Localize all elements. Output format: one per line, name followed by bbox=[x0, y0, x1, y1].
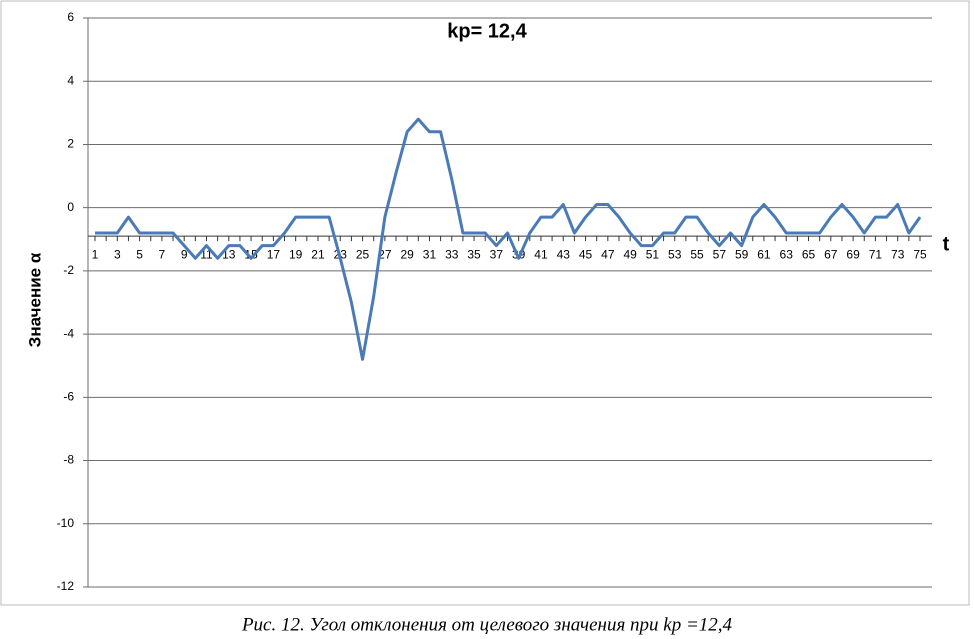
x-tick-label: 51 bbox=[646, 247, 660, 261]
y-tick-label: -12 bbox=[57, 579, 75, 593]
y-tick-label: -6 bbox=[63, 390, 74, 404]
x-tick-label: 31 bbox=[423, 247, 437, 261]
x-tick-label: 69 bbox=[846, 247, 860, 261]
x-tick-label: 73 bbox=[891, 247, 905, 261]
x-tick-label: 67 bbox=[824, 247, 838, 261]
x-tick-label: 65 bbox=[802, 247, 816, 261]
x-tick-label: 1 bbox=[92, 247, 99, 261]
x-tick-label: 33 bbox=[445, 247, 459, 261]
data-line bbox=[95, 117, 922, 361]
x-tick-label: 17 bbox=[267, 247, 281, 261]
y-tick-label: -4 bbox=[63, 326, 74, 340]
x-tick-label: 21 bbox=[311, 247, 325, 261]
x-tick-label: 9 bbox=[181, 247, 188, 261]
y-tick-label: 4 bbox=[67, 73, 74, 87]
y-tick-label: 2 bbox=[67, 137, 74, 151]
x-tick-label: 53 bbox=[668, 247, 682, 261]
x-axis-label: t bbox=[943, 233, 950, 255]
y-axis-label: Значение α bbox=[25, 252, 44, 347]
y-tick-label: 6 bbox=[67, 10, 74, 24]
x-tick-label: 61 bbox=[757, 247, 771, 261]
caption: Рис. 12. Угол отклонения от целевого зна… bbox=[241, 614, 733, 635]
x-tick-label: 7 bbox=[159, 247, 166, 261]
x-tick-label: 35 bbox=[467, 247, 481, 261]
chart-frame bbox=[0, 0, 970, 606]
x-tick-label: 5 bbox=[136, 247, 143, 261]
x-tick-label: 37 bbox=[490, 247, 504, 261]
chart-title: kp= 12,4 bbox=[447, 20, 527, 42]
x-tick-label: 59 bbox=[735, 247, 749, 261]
y-tick-label: -10 bbox=[57, 516, 75, 530]
x-tick-label: 55 bbox=[690, 247, 704, 261]
x-tick-label: 29 bbox=[400, 247, 414, 261]
y-tick-label: -8 bbox=[63, 453, 74, 467]
x-tick-label: 15 bbox=[244, 247, 258, 261]
x-tick-label: 57 bbox=[713, 247, 727, 261]
x-tick-label: 49 bbox=[623, 247, 637, 261]
x-tick-label: 25 bbox=[356, 247, 370, 261]
y-tick-label: -2 bbox=[63, 263, 74, 277]
x-tick-label: 43 bbox=[557, 247, 571, 261]
y-tick-label: 0 bbox=[67, 200, 74, 214]
x-tick-label: 75 bbox=[913, 247, 927, 261]
x-tick-label: 47 bbox=[601, 247, 615, 261]
x-tick-label: 71 bbox=[869, 247, 883, 261]
x-tick-label: 3 bbox=[114, 247, 121, 261]
x-tick-label: 45 bbox=[579, 247, 593, 261]
x-tick-label: 41 bbox=[534, 247, 548, 261]
x-tick-label: 63 bbox=[780, 247, 794, 261]
x-tick-label: 19 bbox=[289, 247, 303, 261]
